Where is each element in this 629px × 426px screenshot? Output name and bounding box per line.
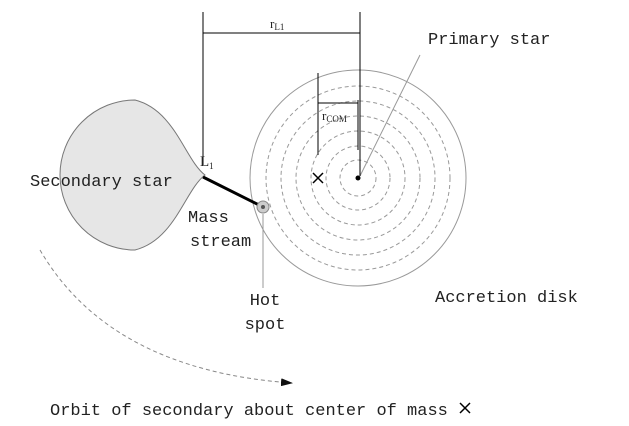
mass-stream bbox=[202, 175, 264, 209]
center-of-mass-mark bbox=[459, 402, 471, 414]
r-com-label: rCOM bbox=[322, 108, 347, 124]
accretion-disk bbox=[249, 69, 467, 287]
mass-stream-label: stream bbox=[190, 233, 251, 252]
hot-spot-label: spot bbox=[245, 316, 286, 335]
secondary-star bbox=[59, 99, 206, 251]
r-com-bracket bbox=[317, 73, 359, 155]
l1-label: L1 bbox=[200, 154, 214, 171]
center-of-mass bbox=[312, 172, 324, 184]
leader bbox=[359, 54, 421, 177]
hot-spot-label: Hot bbox=[250, 292, 281, 311]
primary-star bbox=[355, 175, 361, 181]
r-l1-bracket bbox=[202, 12, 361, 176]
orbit-label: Orbit of secondary about center of mass bbox=[50, 402, 448, 421]
secondary-label: Secondary star bbox=[30, 173, 173, 192]
primary-label: Primary star bbox=[428, 31, 550, 50]
r-l1-label: rL1 bbox=[270, 16, 284, 32]
mass-stream-label: Mass bbox=[188, 209, 229, 228]
orbit-arrow bbox=[39, 249, 293, 387]
disk-label: Accretion disk bbox=[435, 289, 578, 308]
